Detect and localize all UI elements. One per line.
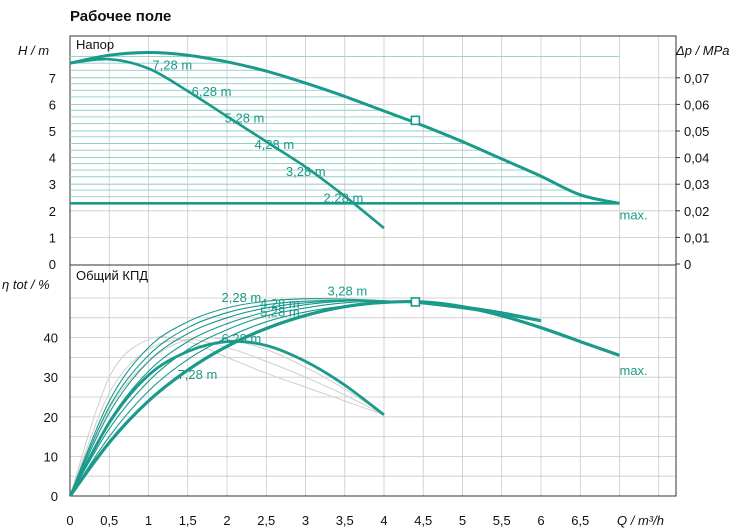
y2-tick-label: 0,03 xyxy=(684,177,709,192)
x-tick-label: 5,5 xyxy=(493,513,511,528)
y2-tick-label: 0,05 xyxy=(684,124,709,139)
y2-tick-label: 0,04 xyxy=(684,151,709,166)
setpoint-label: 7,28 m xyxy=(152,57,192,72)
setpoint-label: 3,28 m xyxy=(286,164,326,179)
faint-efficiency-curve xyxy=(69,337,385,497)
y-tick-label: 0 xyxy=(49,257,56,272)
grid-lines xyxy=(70,36,676,496)
x-tick-label: 3,5 xyxy=(336,513,354,528)
faint-efficiency-curve xyxy=(69,336,385,497)
setpoint-label: 6,28 m xyxy=(192,84,232,99)
max-curve-label: max. xyxy=(620,207,648,222)
y-tick-label: 3 xyxy=(49,177,56,192)
y-tick-label: 10 xyxy=(44,449,58,464)
x-tick-label: 6,5 xyxy=(571,513,589,528)
y2-tick-label: 0,07 xyxy=(684,71,709,86)
x-tick-label: 4,5 xyxy=(414,513,432,528)
y-tick-label: 7 xyxy=(49,71,56,86)
y-tick-label: 40 xyxy=(44,331,58,346)
y-tick-label: 30 xyxy=(44,370,58,385)
y-tick-label: 6 xyxy=(49,97,56,112)
panel-label-head: Напор xyxy=(76,37,114,52)
min-head-curve xyxy=(69,57,385,230)
y-axis-label: η tot / % xyxy=(2,277,50,292)
duty-point-marker xyxy=(410,297,421,307)
y-axis-label: H / m xyxy=(18,43,49,58)
y-tick-label: 4 xyxy=(49,151,56,166)
min-efficiency-curve xyxy=(68,339,385,497)
max-head-curve xyxy=(69,50,620,205)
y2-tick-label: 0,06 xyxy=(684,97,709,112)
y-tick-label: 5 xyxy=(49,124,56,139)
max-curve-label: max. xyxy=(620,363,648,378)
x-tick-label: 4 xyxy=(380,513,387,528)
x-tick-label: 2,5 xyxy=(257,513,275,528)
y-tick-label: 0 xyxy=(51,489,58,504)
x-tick-label: 0,5 xyxy=(100,513,118,528)
max-efficiency-curve xyxy=(68,299,621,497)
x-tick-label: 1 xyxy=(145,513,152,528)
efficiency-curve xyxy=(69,298,542,497)
x-tick-label: 6 xyxy=(537,513,544,528)
setpoint-label: 5,28 m xyxy=(225,111,265,126)
x-axis-label: Q / m³/h xyxy=(617,513,664,528)
duty-point-marker xyxy=(410,115,421,126)
efficiency-curve-label: 4,28 m xyxy=(260,296,300,311)
y2-tick-label: 0 xyxy=(684,257,691,272)
efficiency-curve-label: 3,28 m xyxy=(327,284,367,299)
x-tick-label: 0 xyxy=(66,513,73,528)
x-tick-label: 3 xyxy=(302,513,309,528)
y2-tick-label: 0,02 xyxy=(684,204,709,219)
efficiency-curve-label: 5,28 m xyxy=(260,305,300,320)
setpoint-label: 2,28 m xyxy=(324,190,364,205)
setpoint-label: 4,28 m xyxy=(254,137,294,152)
x-tick-label: 5 xyxy=(459,513,466,528)
y-tick-label: 2 xyxy=(49,204,56,219)
y2-tick-label: 0,01 xyxy=(684,230,709,245)
x-tick-label: 2 xyxy=(223,513,230,528)
y-tick-label: 1 xyxy=(49,230,56,245)
page-title: Рабочее поле xyxy=(70,8,172,25)
x-tick-label: 1,5 xyxy=(179,513,197,528)
plot-frame xyxy=(69,35,677,497)
efficiency-curve-label: 7,28 m xyxy=(178,367,218,382)
y-tick-label: 20 xyxy=(44,410,58,425)
panel-label-efficiency: Общий КПД xyxy=(76,268,148,283)
y2-axis-label: Δp / MPa xyxy=(675,43,730,58)
efficiency-curve-label: 6,28 m xyxy=(222,331,262,346)
efficiency-curve-label: 2,28 m xyxy=(222,290,262,305)
